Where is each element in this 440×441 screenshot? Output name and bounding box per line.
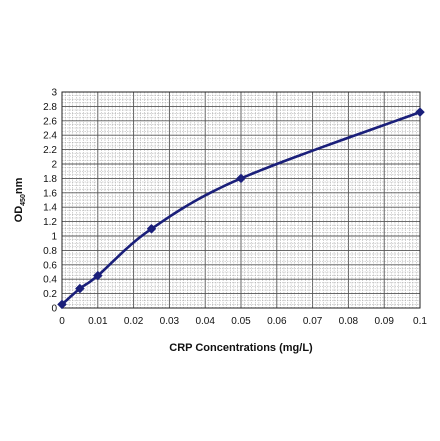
data-point-marker (57, 299, 67, 310)
y-tick-label: 0.4 (43, 275, 57, 286)
data-point-marker (146, 224, 157, 234)
y-tick-label: 3 (51, 88, 57, 99)
y-tick-label: 2.4 (43, 131, 57, 142)
x-tick-label: 0.06 (267, 316, 287, 327)
y-tick-label: 0.2 (43, 289, 57, 300)
x-tick-label: 0.01 (88, 316, 108, 327)
plot-frame (61, 91, 421, 309)
x-tick-label: 0.04 (195, 316, 215, 327)
y-tick-label: 1.4 (43, 203, 57, 214)
y-tick-label: 1.2 (43, 217, 57, 228)
y-tick-label: 2.8 (43, 102, 57, 113)
y-tick-label: 0.6 (43, 260, 57, 271)
data-point-marker (415, 107, 425, 117)
y-tick-label: 2 (51, 160, 57, 171)
x-tick-label: 0.05 (231, 316, 251, 327)
series-line (61, 110, 421, 306)
x-tick-label: 0.1 (413, 316, 427, 327)
grid (62, 92, 420, 308)
x-tick-label: 0.09 (374, 316, 394, 327)
x-tick-labels: 0 0.01 0.02 0.03 0.04 0.05 0.06 0.07 0.08 0.09 0.1 (59, 316, 427, 327)
x-tick-label: 0.03 (160, 316, 180, 327)
y-tick-labels: 0 0.2 0.4 0.6 0.8 1 1.2 1.4 1.6 1.8 2 2.2 2.4 2.6 2.8 3 (43, 88, 57, 315)
y-tick-label: 0.8 (43, 246, 57, 257)
x-tick-label: 0 (59, 316, 65, 327)
x-tick-label: 0.08 (339, 316, 359, 327)
x-axis-title: CRP Concentrations (mg/L) (169, 342, 313, 354)
y-tick-label: 2.6 (43, 116, 57, 127)
series (57, 107, 425, 310)
y-axis-title-suffix: nm (13, 177, 25, 194)
y-tick-label: 1.6 (43, 188, 57, 199)
y-axis-title: OD450nm (13, 177, 27, 222)
y-tick-label: 2.2 (43, 145, 57, 156)
y-tick-label: 0 (51, 304, 57, 315)
data-point-marker (93, 270, 103, 281)
y-axis-title-subscript: 450 (20, 194, 27, 206)
x-tick-label: 0.07 (303, 316, 323, 327)
y-tick-label: 1.8 (43, 174, 57, 185)
data-point-marker (75, 283, 85, 294)
y-axis-title-prefix: OD (13, 206, 25, 223)
data-point-marker (236, 173, 246, 184)
y-tick-label: 1 (51, 232, 57, 243)
x-tick-label: 0.02 (124, 316, 144, 327)
